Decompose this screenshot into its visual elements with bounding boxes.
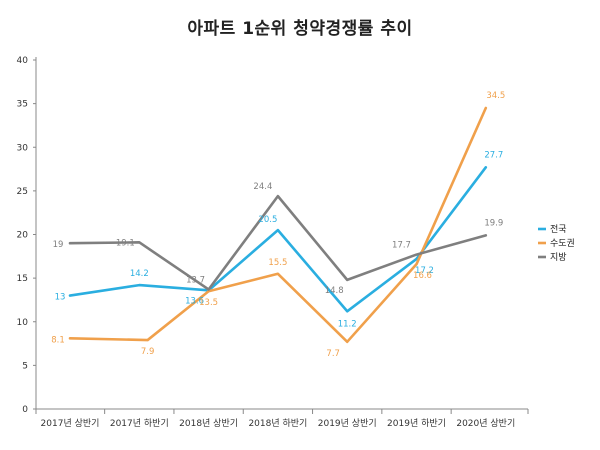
data-label: 17.7 [392, 241, 411, 251]
y-tick-label: 35 [17, 100, 28, 110]
legend-label: 지방 [550, 252, 567, 263]
data-label: 14.2 [130, 269, 149, 279]
y-tick-label: 10 [17, 318, 29, 328]
data-label: 13.5 [199, 298, 218, 308]
data-label: 15.5 [268, 258, 287, 268]
series-line-전국 [68, 166, 488, 313]
data-label: 11.2 [338, 319, 357, 329]
data-label: 19.9 [484, 218, 503, 228]
x-tick-label: 2018년 하반기 [248, 418, 307, 429]
x-tick-label: 2019년 하반기 [387, 418, 446, 429]
legend-label: 수도권 [550, 237, 575, 249]
x-tick-label: 2020년 상반기 [456, 418, 515, 429]
data-label: 34.5 [486, 91, 505, 101]
data-label: 13.6 [185, 296, 204, 306]
data-label: 20.5 [258, 215, 277, 225]
data-label: 17.2 [415, 266, 434, 276]
x-tick-label: 2017년 하반기 [110, 418, 169, 429]
data-label: 27.7 [484, 150, 503, 160]
x-tick-label: 2018년 상반기 [179, 418, 238, 429]
data-label: 19.1 [116, 238, 135, 248]
data-label: 8.1 [51, 335, 65, 345]
data-label: 13 [55, 293, 66, 303]
data-label: 14.8 [325, 286, 344, 296]
y-tick-label: 0 [22, 405, 28, 415]
y-tick-label: 40 [17, 56, 29, 66]
data-label: 16.6 [413, 271, 432, 281]
y-tick-label: 25 [17, 187, 28, 197]
y-tick-label: 15 [17, 274, 28, 284]
legend-label: 전국 [550, 224, 567, 235]
data-label: 7.9 [141, 347, 155, 357]
series-line-수도권 [68, 106, 488, 344]
data-label: 24.4 [253, 182, 272, 192]
data-label: 13.7 [186, 275, 205, 285]
x-tick-label: 2019년 상반기 [318, 418, 377, 429]
y-tick-label: 30 [17, 143, 29, 153]
data-label: 19 [53, 240, 64, 250]
y-tick-label: 5 [22, 361, 28, 371]
series-line-지방 [68, 194, 488, 291]
data-label: 7.7 [326, 349, 340, 359]
chart-title: 아파트 1순위 청약경쟁률 추이 [187, 19, 413, 39]
x-tick-label: 2017년 상반기 [41, 418, 100, 429]
y-tick-label: 20 [17, 231, 29, 241]
